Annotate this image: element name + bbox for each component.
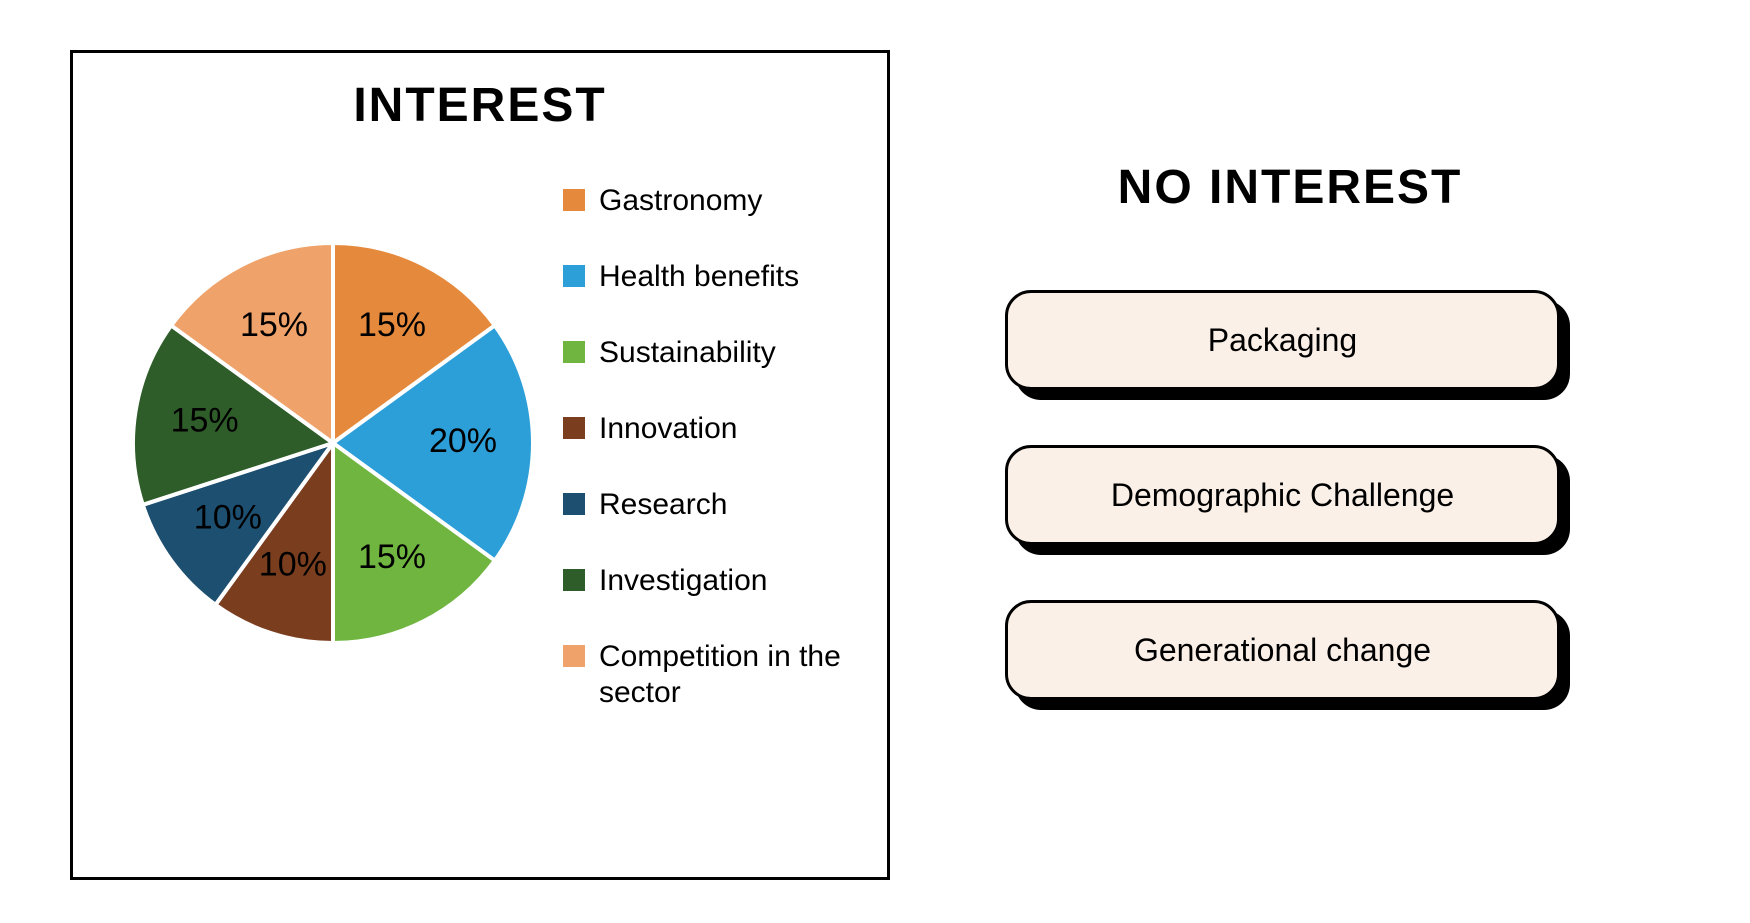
legend-swatch xyxy=(563,189,585,211)
interest-panel: INTEREST 15% 20% 15% 10% 10% 15% 15% Gastronom… xyxy=(70,50,890,880)
legend-label: Health benefits xyxy=(599,259,799,295)
pie-slice-label: 10% xyxy=(259,546,327,584)
legend-label: Innovation xyxy=(599,411,737,447)
legend-swatch xyxy=(563,645,585,667)
legend: Gastronomy Health benefits Sustainability I… xyxy=(563,183,873,751)
no-interest-item: Packaging xyxy=(1005,290,1560,390)
pie-svg: 15% 20% 15% 10% 10% 15% 15% xyxy=(123,233,543,653)
legend-label: Gastronomy xyxy=(599,183,762,219)
no-interest-item: Demographic Challenge xyxy=(1005,445,1560,545)
pill: Packaging xyxy=(1005,290,1560,390)
pie-slice-label: 10% xyxy=(194,498,262,536)
no-interest-title: NO INTEREST xyxy=(990,160,1590,215)
legend-label: Competition in the sector xyxy=(599,639,873,711)
legend-swatch xyxy=(563,341,585,363)
pie-slice-label: 15% xyxy=(358,538,426,576)
interest-title: INTEREST xyxy=(73,78,887,133)
legend-item: Investigation xyxy=(563,563,873,599)
legend-swatch xyxy=(563,493,585,515)
legend-swatch xyxy=(563,569,585,591)
legend-item: Research xyxy=(563,487,873,523)
pie-slice-label: 15% xyxy=(358,306,426,344)
legend-swatch xyxy=(563,265,585,287)
pie-slice-label: 15% xyxy=(240,306,308,344)
legend-label: Sustainability xyxy=(599,335,776,371)
legend-label: Investigation xyxy=(599,563,767,599)
no-interest-item: Generational change xyxy=(1005,600,1560,700)
legend-item: Health benefits xyxy=(563,259,873,295)
pie-chart: 15% 20% 15% 10% 10% 15% 15% xyxy=(123,233,543,653)
legend-item: Competition in the sector xyxy=(563,639,873,711)
legend-item: Sustainability xyxy=(563,335,873,371)
legend-swatch xyxy=(563,417,585,439)
pill: Generational change xyxy=(1005,600,1560,700)
pie-slice-label: 20% xyxy=(429,422,497,460)
pie-slice-label: 15% xyxy=(171,402,239,440)
pill: Demographic Challenge xyxy=(1005,445,1560,545)
legend-item: Innovation xyxy=(563,411,873,447)
legend-item: Gastronomy xyxy=(563,183,873,219)
no-interest-list: Packaging Demographic Challenge Generation… xyxy=(1005,290,1560,755)
legend-label: Research xyxy=(599,487,727,523)
canvas: INTEREST 15% 20% 15% 10% 10% 15% 15% Gastronom… xyxy=(0,0,1750,923)
